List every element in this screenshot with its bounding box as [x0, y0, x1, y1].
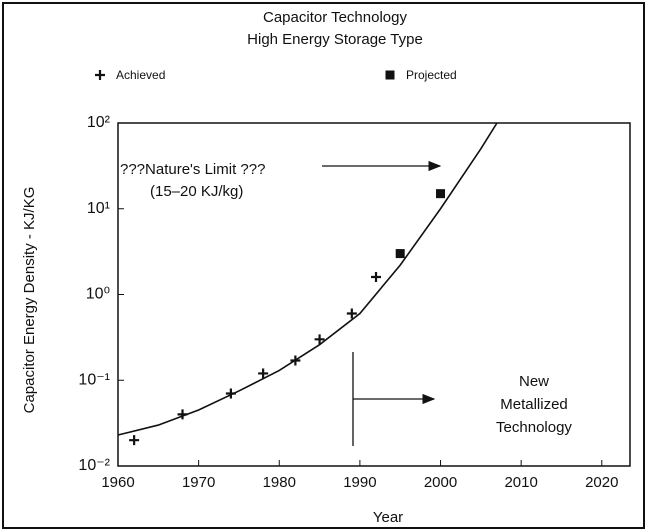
y-tick-label: 10⁻¹ [78, 371, 110, 388]
x-tick-label: 1970 [182, 474, 215, 491]
plus-marker [95, 70, 105, 80]
annotation: Technology [496, 419, 572, 436]
y-axis-label: Capacitor Energy Density - KJ/KG [21, 187, 38, 414]
x-tick-label: 2010 [504, 474, 537, 491]
x-axis-label: Year [373, 509, 403, 526]
annotation: New [519, 373, 549, 390]
square-marker [395, 249, 405, 259]
y-tick-label: 10² [87, 114, 111, 131]
annotation: ???Nature's Limit ??? [120, 161, 265, 178]
plus-marker [314, 334, 325, 345]
annotation: (15–20 KJ/kg) [150, 183, 243, 200]
plus-marker [129, 435, 140, 446]
chart-title: Capacitor Technology [263, 9, 407, 26]
square-marker [436, 189, 446, 199]
x-tick-label: 2000 [424, 474, 457, 491]
plus-marker [371, 271, 382, 282]
legend-label: Projected [406, 68, 457, 82]
chart-subtitle: High Energy Storage Type [247, 31, 423, 48]
x-tick-label: 1960 [101, 474, 134, 491]
trend-curve [117, 122, 498, 436]
plus-marker [258, 368, 269, 379]
x-tick-label: 2020 [585, 474, 618, 491]
annotation: Metallized [500, 396, 568, 413]
x-tick-label: 1980 [263, 474, 296, 491]
y-tick-label: 10⁻² [78, 457, 110, 474]
plus-marker [346, 308, 357, 319]
square-marker [385, 70, 395, 80]
y-tick-label: 10⁰ [86, 286, 110, 303]
x-tick-label: 1990 [343, 474, 376, 491]
legend-label: Achieved [116, 68, 165, 82]
y-tick-label: 10¹ [87, 200, 110, 217]
